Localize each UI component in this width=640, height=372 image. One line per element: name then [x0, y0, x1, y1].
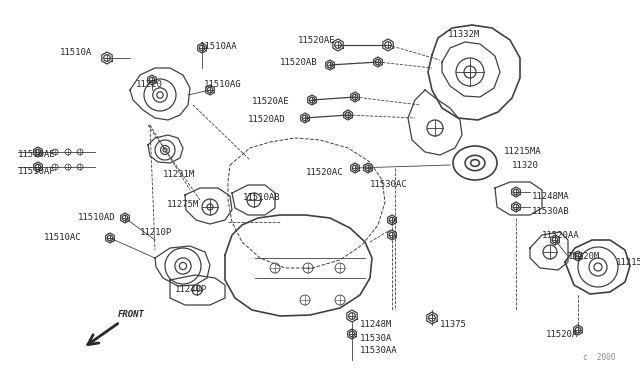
- Text: 11210P: 11210P: [140, 228, 172, 237]
- Text: 11510AF: 11510AF: [18, 167, 56, 176]
- Text: 11520AE: 11520AE: [252, 97, 290, 106]
- Text: 11510AE: 11510AE: [18, 150, 56, 159]
- Text: 11510AC: 11510AC: [44, 233, 82, 242]
- Text: 11248MA: 11248MA: [532, 192, 570, 201]
- Text: 11520A: 11520A: [546, 330, 579, 339]
- Text: 11375: 11375: [440, 320, 467, 329]
- Text: c  2000: c 2000: [582, 353, 615, 362]
- Text: 11510AB: 11510AB: [243, 193, 280, 202]
- Text: 11220: 11220: [136, 80, 163, 89]
- Text: 11520AC: 11520AC: [306, 168, 344, 177]
- Text: FRONT: FRONT: [118, 310, 145, 319]
- Text: 11332M: 11332M: [448, 30, 480, 39]
- Text: 11215M: 11215M: [616, 258, 640, 267]
- Text: 11530AC: 11530AC: [370, 180, 408, 189]
- Text: 11530A: 11530A: [360, 334, 392, 343]
- Text: 11510A: 11510A: [60, 48, 92, 57]
- Text: 11510AA: 11510AA: [200, 42, 237, 51]
- Text: 11520AA: 11520AA: [542, 231, 580, 240]
- Text: 11520AD: 11520AD: [248, 115, 285, 124]
- Text: 11248M: 11248M: [360, 320, 392, 329]
- Text: 11510AG: 11510AG: [204, 80, 242, 89]
- Text: 11220M: 11220M: [568, 252, 600, 261]
- Text: 11530AA: 11530AA: [360, 346, 397, 355]
- Text: 11231M: 11231M: [163, 170, 195, 179]
- Text: 11530AB: 11530AB: [532, 207, 570, 216]
- Text: 11520AB: 11520AB: [280, 58, 317, 67]
- Text: 11275M: 11275M: [167, 200, 199, 209]
- Text: 11215MA: 11215MA: [504, 147, 541, 156]
- Text: 11320: 11320: [512, 161, 539, 170]
- Text: 11510AD: 11510AD: [78, 213, 116, 222]
- Text: 11240P: 11240P: [175, 285, 207, 294]
- Text: 11520AE: 11520AE: [298, 36, 335, 45]
